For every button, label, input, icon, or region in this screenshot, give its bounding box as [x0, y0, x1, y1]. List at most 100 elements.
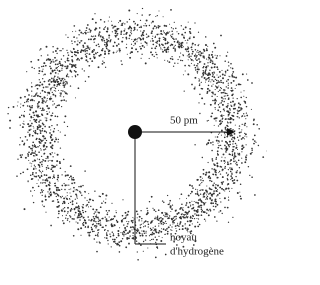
- cloud-dot: [77, 228, 79, 230]
- cloud-dot: [85, 30, 86, 31]
- cloud-dot: [245, 133, 247, 135]
- cloud-dot: [242, 73, 244, 75]
- cloud-dot: [197, 50, 198, 51]
- cloud-dot: [200, 207, 202, 209]
- cloud-dot: [116, 237, 117, 238]
- cloud-dot: [234, 105, 235, 106]
- cloud-dot: [220, 166, 222, 168]
- cloud-dot: [94, 211, 96, 213]
- cloud-dot: [212, 144, 213, 145]
- cloud-dot: [70, 165, 72, 167]
- cloud-dot: [22, 126, 24, 128]
- cloud-dot: [196, 218, 197, 219]
- cloud-dot: [189, 202, 191, 204]
- cloud-dot: [30, 107, 32, 109]
- cloud-dot: [208, 139, 210, 141]
- cloud-dot: [107, 212, 108, 213]
- cloud-dot: [185, 48, 187, 50]
- cloud-dot: [21, 154, 23, 156]
- cloud-dot: [98, 35, 100, 37]
- cloud-dot: [232, 180, 234, 182]
- cloud-dot: [86, 50, 88, 52]
- cloud-dot: [223, 89, 225, 91]
- cloud-dot: [208, 120, 209, 121]
- cloud-dot: [138, 242, 139, 243]
- cloud-dot: [60, 80, 62, 82]
- cloud-dot: [35, 146, 36, 147]
- cloud-dot: [171, 44, 173, 46]
- cloud-dot: [214, 200, 216, 202]
- cloud-dot: [110, 39, 111, 40]
- cloud-dot: [174, 41, 176, 43]
- cloud-dot: [254, 194, 256, 196]
- cloud-dot: [242, 149, 243, 150]
- cloud-dot: [227, 107, 228, 108]
- cloud-dot: [80, 227, 82, 229]
- cloud-dot: [188, 54, 190, 56]
- cloud-dot: [121, 220, 122, 221]
- cloud-dot: [104, 57, 105, 58]
- cloud-dot: [74, 70, 76, 72]
- cloud-dot: [255, 142, 256, 143]
- cloud-dot: [27, 168, 29, 170]
- cloud-dot: [141, 54, 142, 55]
- cloud-dot: [124, 227, 126, 229]
- cloud-dot: [39, 79, 40, 80]
- cloud-dot: [22, 140, 24, 142]
- cloud-dot: [237, 116, 238, 117]
- cloud-dot: [42, 128, 44, 130]
- cloud-dot: [121, 23, 123, 25]
- cloud-dot: [65, 196, 66, 197]
- cloud-dot: [216, 140, 218, 142]
- cloud-dot: [218, 172, 219, 173]
- cloud-dot: [198, 214, 200, 216]
- cloud-dot: [231, 177, 233, 179]
- cloud-dot: [184, 32, 186, 34]
- cloud-dot: [24, 102, 25, 103]
- cloud-dot: [53, 84, 55, 86]
- cloud-dot: [58, 187, 59, 188]
- cloud-dot: [57, 64, 59, 66]
- cloud-dot: [87, 24, 89, 26]
- cloud-dot: [52, 46, 53, 47]
- cloud-dot: [87, 32, 88, 33]
- cloud-dot: [93, 213, 94, 214]
- cloud-dot: [105, 218, 107, 220]
- cloud-dot: [50, 81, 52, 83]
- cloud-dot: [195, 193, 196, 194]
- cloud-dot: [204, 63, 206, 65]
- cloud-dot: [173, 47, 175, 49]
- cloud-dot: [76, 221, 77, 222]
- cloud-dot: [175, 210, 177, 212]
- cloud-dot: [231, 118, 233, 120]
- cloud-dot: [120, 50, 121, 51]
- cloud-dot: [57, 76, 58, 77]
- cloud-dot: [100, 19, 102, 21]
- cloud-dot: [62, 90, 64, 92]
- cloud-dot: [212, 202, 214, 204]
- cloud-dot: [239, 154, 240, 155]
- cloud-dot: [41, 189, 43, 191]
- cloud-dot: [42, 171, 43, 172]
- cloud-dot: [64, 189, 66, 191]
- cloud-dot: [207, 120, 208, 121]
- cloud-dot: [108, 220, 109, 221]
- cloud-dot: [141, 230, 142, 231]
- cloud-dot: [61, 59, 62, 60]
- cloud-dot: [41, 200, 43, 202]
- cloud-dot: [58, 104, 60, 106]
- cloud-dot: [9, 120, 11, 122]
- cloud-dot: [55, 91, 56, 92]
- cloud-dot: [253, 123, 255, 125]
- cloud-dot: [53, 131, 55, 133]
- cloud-dot: [61, 197, 62, 198]
- cloud-dot: [235, 163, 236, 164]
- cloud-dot: [84, 197, 85, 198]
- cloud-dot: [120, 33, 122, 35]
- cloud-dot: [199, 190, 200, 191]
- cloud-dot: [145, 41, 147, 43]
- cloud-dot: [262, 156, 264, 158]
- cloud-dot: [71, 178, 72, 179]
- cloud-dot: [27, 105, 28, 106]
- cloud-dot: [123, 231, 125, 233]
